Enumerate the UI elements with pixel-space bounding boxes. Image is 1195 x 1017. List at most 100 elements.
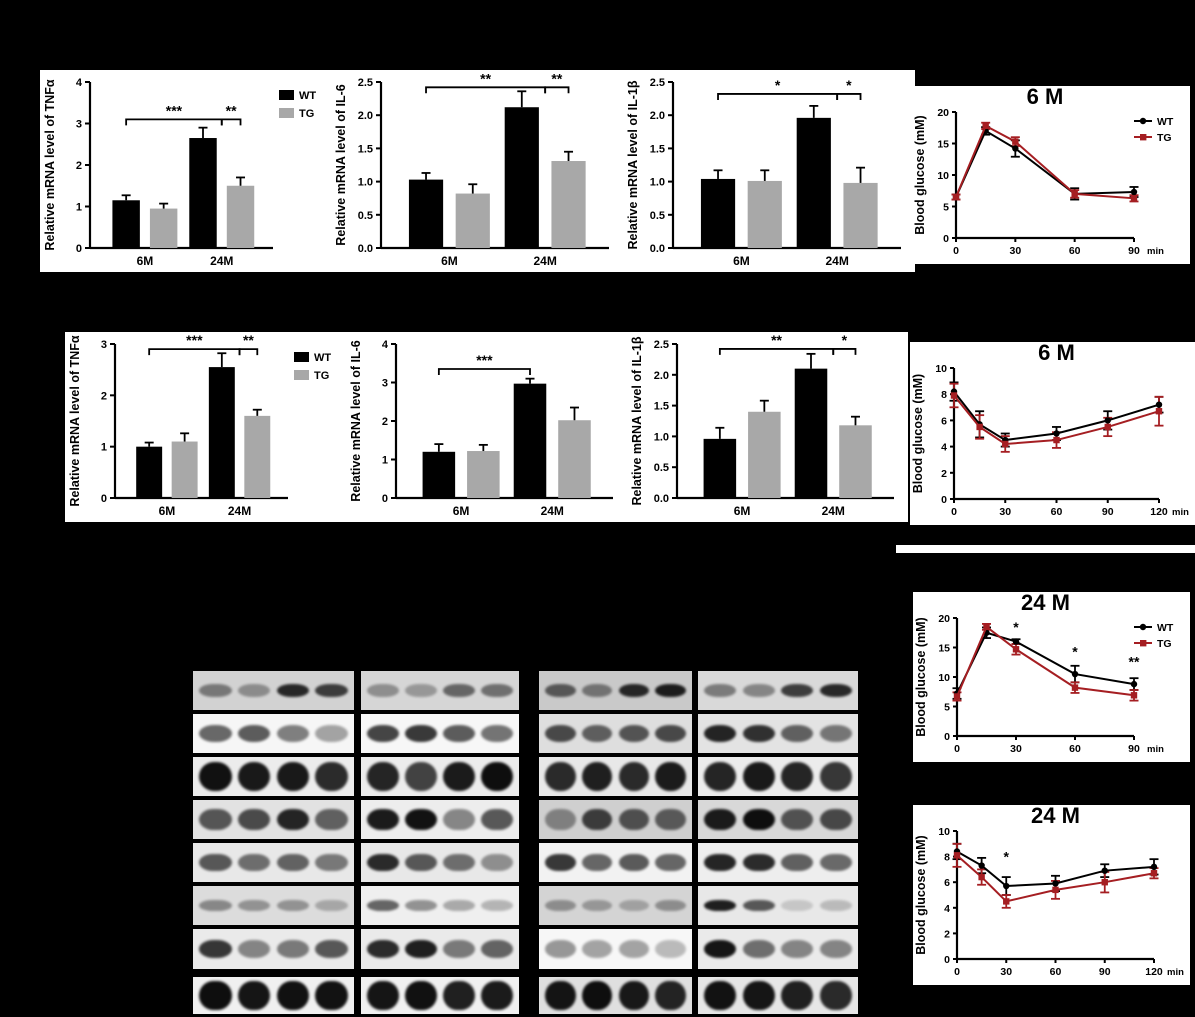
blot-band	[367, 762, 399, 791]
blot-strip	[698, 671, 858, 710]
blot-strip	[361, 843, 519, 882]
blot-band	[481, 683, 513, 698]
svg-text:8: 8	[941, 389, 947, 401]
svg-text:0: 0	[954, 966, 960, 978]
blot-band	[405, 853, 437, 872]
svg-text:24M: 24M	[228, 504, 251, 518]
blot-band	[443, 980, 475, 1011]
blot-band	[655, 683, 686, 698]
svg-text:Relative mRNA level of IL-1β: Relative mRNA level of IL-1β	[626, 80, 640, 249]
blot-strip	[698, 757, 858, 796]
blot-band	[405, 683, 437, 698]
blot-band	[742, 853, 775, 872]
svg-text:0.0: 0.0	[358, 243, 373, 255]
svg-text:min: min	[1147, 246, 1164, 257]
blot-band	[819, 808, 852, 831]
svg-text:Blood glucose (mM): Blood glucose (mM)	[913, 115, 927, 234]
panel-b-qpcr-charts: 0 1 2 3 Relative mRNA level of TNFα 6M 24M *** *…	[65, 332, 908, 522]
svg-text:3: 3	[382, 378, 388, 390]
svg-text:1.0: 1.0	[650, 177, 665, 189]
blot-band	[481, 980, 513, 1011]
svg-text:6: 6	[944, 877, 950, 889]
blot-strip	[193, 800, 354, 839]
svg-text:6 M: 6 M	[1027, 86, 1064, 109]
blot-strip	[698, 800, 858, 839]
svg-text:min: min	[1172, 507, 1189, 518]
svg-text:10: 10	[935, 363, 947, 375]
blot-band	[704, 899, 737, 912]
svg-text:*: *	[1004, 849, 1010, 865]
svg-text:6M: 6M	[159, 504, 176, 518]
svg-text:30: 30	[1010, 743, 1022, 755]
blot-strip	[698, 714, 858, 753]
svg-text:30: 30	[999, 506, 1011, 518]
svg-text:min: min	[1167, 967, 1184, 978]
svg-text:90: 90	[1128, 245, 1140, 257]
svg-text:4: 4	[76, 77, 83, 89]
svg-text:0: 0	[944, 731, 950, 743]
blot-band	[618, 899, 650, 912]
svg-text:15: 15	[937, 139, 949, 151]
svg-text:0.0: 0.0	[650, 243, 665, 255]
svg-text:30: 30	[1000, 966, 1012, 978]
bar-chart-il6-panel-a: 0.0 0.5 1.0 1.5 2.0 2.5 Relative mRNA level of…	[334, 70, 609, 268]
svg-text:3: 3	[76, 119, 82, 131]
svg-text:2.5: 2.5	[358, 77, 373, 89]
svg-text:**: **	[551, 70, 562, 86]
svg-text:60: 60	[1069, 743, 1081, 755]
svg-text:TG: TG	[1157, 638, 1172, 650]
svg-text:**: **	[226, 102, 237, 118]
bar-chart-il1b-panel-b: 0.0 0.5 1.0 1.5 2.0 2.5 Relative mRNA level of…	[630, 332, 894, 518]
svg-text:30: 30	[1009, 245, 1021, 257]
bar-chart-il1b-panel-a: 0.0 0.5 1.0 1.5 2.0 2.5 Relative mRNA level of…	[626, 77, 901, 268]
blot-strip	[361, 714, 519, 753]
blot-strip	[698, 886, 858, 925]
blot-band	[315, 808, 348, 831]
svg-text:min: min	[1147, 744, 1164, 755]
blot-band	[315, 853, 348, 872]
blot-band	[443, 899, 475, 912]
svg-text:Blood glucose (mM): Blood glucose (mM)	[914, 835, 928, 954]
svg-text:0: 0	[101, 493, 107, 505]
panel-gtt-24m: 24 M 0 5 10 15 20 0 30 60 90 min Blood glucose (mM)…	[913, 592, 1190, 762]
svg-text:***: ***	[186, 332, 203, 348]
svg-text:WT: WT	[1157, 622, 1174, 634]
svg-text:24M: 24M	[210, 254, 233, 268]
svg-text:24 M: 24 M	[1021, 592, 1070, 615]
blot-band	[742, 899, 775, 912]
svg-text:10: 10	[938, 672, 950, 684]
blot-band	[443, 853, 475, 872]
svg-text:2: 2	[101, 390, 107, 402]
svg-text:24M: 24M	[825, 254, 848, 268]
svg-text:Relative mRNA level of IL-6: Relative mRNA level of IL-6	[334, 84, 348, 245]
svg-text:WT: WT	[1157, 116, 1174, 128]
blot-band	[367, 725, 399, 742]
blot-band	[819, 940, 852, 958]
blot-band	[199, 853, 232, 872]
blot-band	[781, 683, 814, 698]
svg-text:***: ***	[476, 352, 493, 368]
blot-band	[315, 762, 348, 791]
svg-text:15: 15	[938, 643, 950, 655]
svg-text:8: 8	[944, 852, 950, 864]
blot-band	[819, 980, 852, 1011]
svg-text:24M: 24M	[541, 504, 564, 518]
blot-band	[655, 725, 686, 742]
blot-band	[238, 899, 271, 912]
blot-band	[819, 853, 852, 872]
blot-strip	[698, 929, 858, 969]
svg-text:24 M: 24 M	[1031, 805, 1080, 828]
svg-text:10: 10	[937, 170, 949, 182]
blot-band	[199, 725, 232, 742]
blot-band	[481, 762, 513, 791]
svg-text:5: 5	[944, 702, 950, 714]
svg-text:3: 3	[101, 339, 107, 351]
blot-band	[405, 940, 437, 958]
svg-text:*: *	[846, 77, 852, 93]
blot-band	[276, 808, 309, 831]
blot-strip	[539, 843, 692, 882]
svg-text:1: 1	[101, 442, 107, 454]
blot-band	[199, 899, 232, 912]
svg-text:5: 5	[943, 202, 949, 214]
